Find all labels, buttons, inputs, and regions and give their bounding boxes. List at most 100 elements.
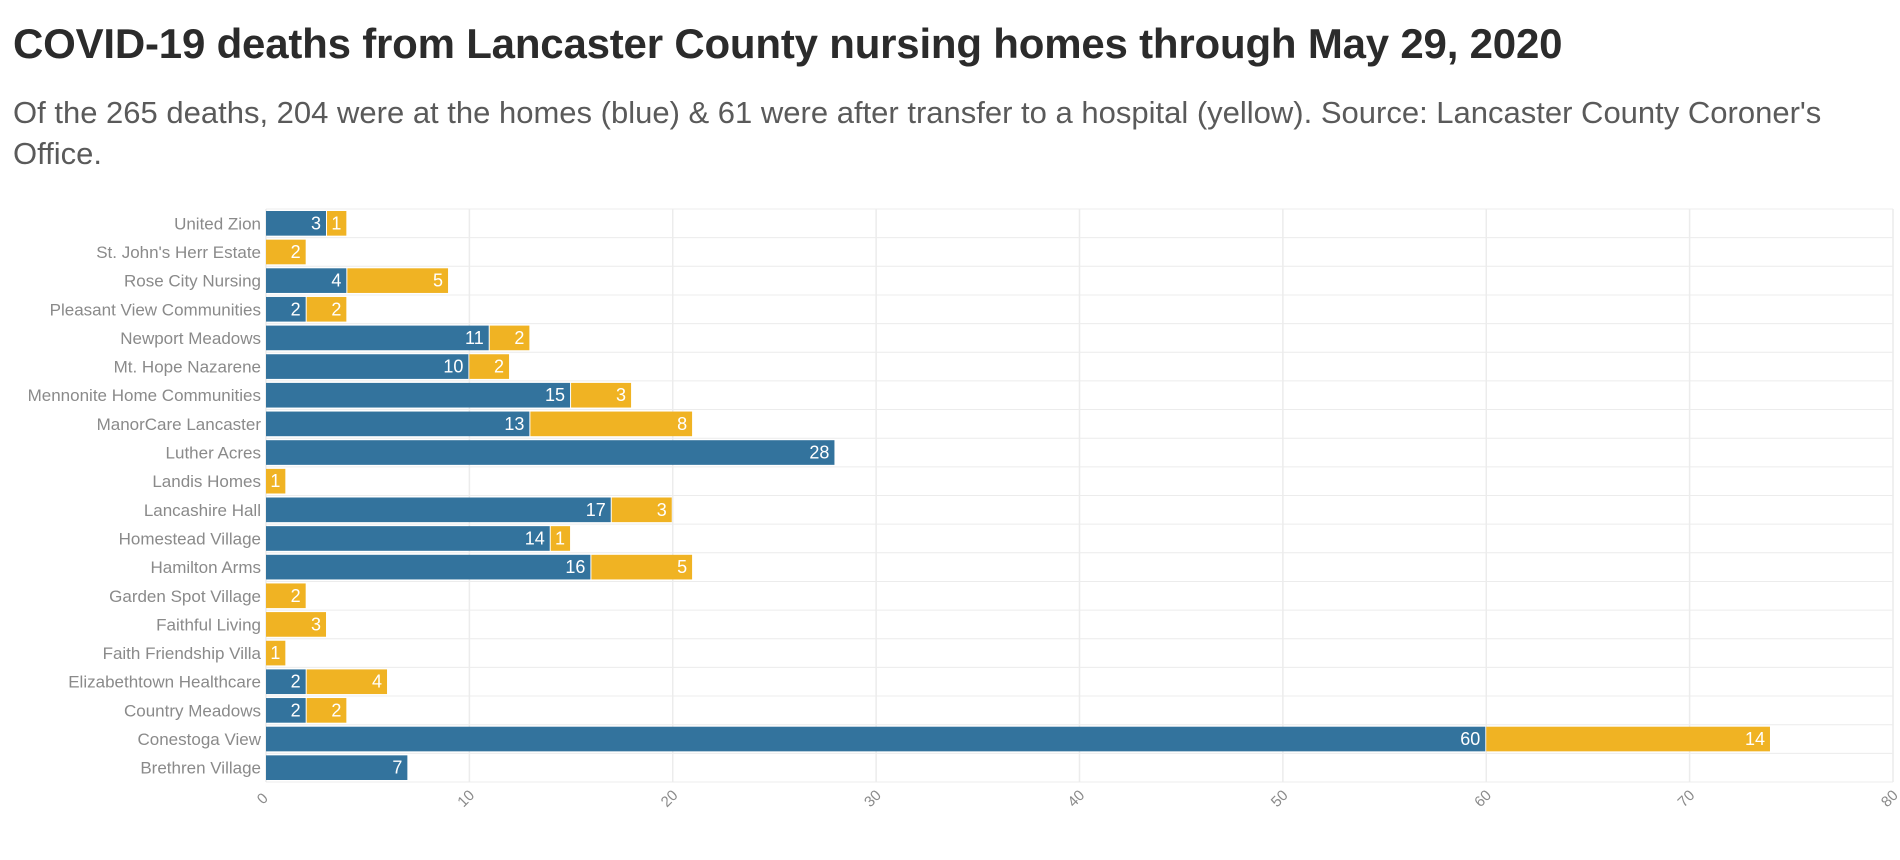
bar-value-label: 3 bbox=[311, 213, 321, 233]
category-label: Rose City Nursing bbox=[124, 272, 261, 291]
bar-value-label: 1 bbox=[555, 528, 565, 548]
bar-value-label: 7 bbox=[392, 758, 402, 778]
bar-hospital[interactable] bbox=[489, 325, 530, 351]
bar-value-label: 1 bbox=[270, 471, 280, 491]
bar-at-home[interactable] bbox=[266, 440, 835, 465]
bar-hospital[interactable] bbox=[306, 698, 347, 723]
category-label: St. John's Herr Estate bbox=[96, 243, 261, 262]
category-label: Newport Meadows bbox=[120, 329, 261, 348]
bar-hospital[interactable] bbox=[306, 669, 388, 695]
bar-hospital[interactable] bbox=[530, 411, 693, 437]
bar-value-label: 2 bbox=[291, 299, 301, 319]
bar-at-home[interactable] bbox=[266, 268, 347, 293]
bar-at-home[interactable] bbox=[266, 497, 611, 523]
x-tick-label: 20 bbox=[658, 787, 682, 811]
bar-hospital[interactable] bbox=[347, 268, 449, 293]
bar-value-label: 1 bbox=[331, 213, 341, 233]
bar-at-home[interactable] bbox=[266, 211, 327, 236]
bar-value-label: 2 bbox=[331, 299, 341, 319]
bar-hospital[interactable] bbox=[306, 296, 347, 322]
category-label: Pleasant View Communities bbox=[50, 300, 261, 319]
bar-value-label: 5 bbox=[433, 271, 443, 291]
bar-value-label: 3 bbox=[311, 614, 321, 634]
bar-value-label: 8 bbox=[677, 414, 687, 434]
bar-hospital[interactable] bbox=[550, 526, 571, 551]
bar-hospital[interactable] bbox=[611, 497, 672, 523]
category-label: Country Meadows bbox=[124, 701, 261, 720]
bar-at-home[interactable] bbox=[266, 411, 530, 437]
bar-value-label: 14 bbox=[525, 528, 545, 548]
bar-hospital[interactable] bbox=[327, 211, 347, 236]
bar-value-label: 3 bbox=[657, 500, 667, 520]
bar-value-label: 4 bbox=[331, 271, 341, 291]
bar-value-label: 13 bbox=[504, 414, 524, 434]
bar-value-label: 4 bbox=[372, 672, 382, 692]
x-tick-label: 80 bbox=[1878, 787, 1900, 811]
bar-value-label: 17 bbox=[586, 500, 606, 520]
bar-value-label: 2 bbox=[291, 586, 301, 606]
bar-at-home[interactable] bbox=[266, 726, 1486, 752]
bar-at-home[interactable] bbox=[266, 526, 550, 551]
bar-value-label: 2 bbox=[514, 328, 524, 348]
bar-value-label: 60 bbox=[1460, 729, 1480, 749]
bar-value-label: 2 bbox=[291, 672, 301, 692]
category-label: Homestead Village bbox=[119, 529, 261, 548]
category-label: Brethren Village bbox=[140, 759, 261, 778]
chart-title: COVID-19 deaths from Lancaster County nu… bbox=[13, 20, 1563, 67]
bar-value-label: 2 bbox=[331, 700, 341, 720]
category-label: Lancashire Hall bbox=[144, 501, 261, 520]
bar-at-home[interactable] bbox=[266, 354, 469, 379]
bar-at-home[interactable] bbox=[266, 554, 591, 580]
bar-hospital[interactable] bbox=[266, 468, 286, 494]
x-tick-label: 30 bbox=[861, 787, 885, 811]
category-label: Elizabethtown Healthcare bbox=[68, 673, 261, 692]
bar-hospital[interactable] bbox=[266, 239, 306, 265]
category-label: Faithful Living bbox=[156, 615, 261, 634]
bar-value-label: 3 bbox=[616, 385, 626, 405]
bar-value-label: 16 bbox=[565, 557, 585, 577]
category-label: Mt. Hope Nazarene bbox=[114, 358, 261, 377]
category-label: Mennonite Home Communities bbox=[28, 386, 261, 405]
category-label: ManorCare Lancaster bbox=[97, 415, 262, 434]
category-label: Luther Acres bbox=[166, 444, 261, 463]
bar-value-label: 14 bbox=[1745, 729, 1765, 749]
bar-at-home[interactable] bbox=[266, 698, 306, 723]
x-tick-label: 40 bbox=[1064, 787, 1088, 811]
category-label: Garden Spot Village bbox=[109, 587, 261, 606]
x-tick-label: 10 bbox=[454, 787, 478, 811]
bar-value-label: 1 bbox=[270, 643, 280, 663]
bar-hospital[interactable] bbox=[266, 583, 306, 609]
x-tick-label: 50 bbox=[1268, 787, 1292, 811]
bar-at-home[interactable] bbox=[266, 755, 408, 780]
bar-hospital[interactable] bbox=[571, 382, 632, 408]
category-label: Faith Friendship Villa bbox=[103, 644, 262, 663]
bar-value-label: 5 bbox=[677, 557, 687, 577]
gridlines bbox=[265, 208, 1894, 783]
bar-hospital[interactable] bbox=[591, 554, 693, 580]
bar-value-label: 11 bbox=[465, 328, 484, 348]
bar-at-home[interactable] bbox=[266, 296, 306, 322]
category-label: Hamilton Arms bbox=[150, 558, 261, 577]
bar-value-label: 28 bbox=[809, 443, 829, 463]
category-label: United Zion bbox=[174, 214, 261, 233]
x-axis-ticks: 0 10 20 30 40 50 60 70 80 bbox=[254, 787, 1900, 811]
category-labels: United Zion St. John's Herr Estate Rose Ci… bbox=[28, 214, 262, 777]
bar-at-home[interactable] bbox=[266, 669, 306, 695]
bar-hospital[interactable] bbox=[266, 640, 286, 666]
bar-at-home[interactable] bbox=[266, 382, 571, 408]
bar-at-home[interactable] bbox=[266, 325, 489, 351]
bar-value-label: 2 bbox=[291, 700, 301, 720]
x-tick-label: 60 bbox=[1471, 787, 1495, 811]
bar-hospital[interactable] bbox=[469, 354, 510, 379]
category-label: Landis Homes bbox=[152, 472, 261, 491]
bar-hospital[interactable] bbox=[1486, 726, 1770, 752]
x-tick-label: 0 bbox=[254, 790, 272, 808]
bar-value-label: 15 bbox=[545, 385, 565, 405]
bar-value-label: 2 bbox=[291, 242, 301, 262]
bar-hospital[interactable] bbox=[266, 612, 327, 637]
x-tick-label: 70 bbox=[1675, 787, 1699, 811]
bar-value-label: 10 bbox=[443, 357, 463, 377]
bar-value-label: 2 bbox=[494, 357, 504, 377]
